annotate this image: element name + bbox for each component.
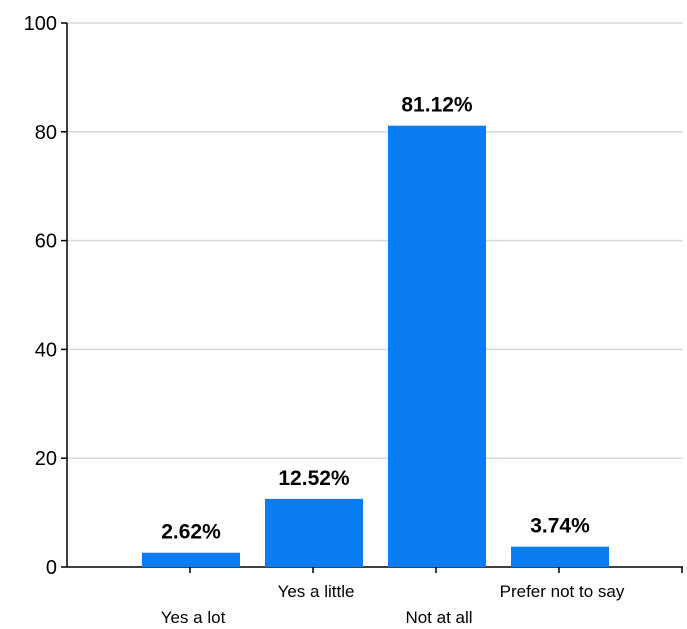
x-category-label: Not at all: [405, 608, 472, 627]
y-tick-label: 20: [35, 448, 57, 470]
bar: [388, 125, 486, 567]
y-tick-label: 80: [35, 122, 57, 144]
gridlines: [67, 22, 683, 459]
bar-value-label: 12.52%: [278, 467, 350, 490]
y-tick-label: 0: [46, 557, 57, 579]
y-tick-label: 60: [35, 231, 57, 253]
axes: [61, 22, 683, 573]
bar-value-label: 2.62%: [161, 521, 221, 544]
x-category-label: Yes a lot: [161, 608, 226, 627]
bar: [265, 498, 363, 567]
x-category-label: Yes a little: [278, 582, 355, 601]
x-category-label: Prefer not to say: [500, 582, 625, 601]
bar-value-label: 81.12%: [401, 94, 473, 117]
bar: [511, 546, 609, 567]
y-tick-label: 40: [35, 339, 57, 361]
bar: [142, 552, 240, 567]
y-tick-label: 100: [24, 13, 57, 35]
bars: [142, 125, 609, 567]
labels: 0 20 40 60 80 100 2.62% Yes a lot 12.52% Yes a li…: [24, 13, 625, 627]
bar-value-label: 3.74%: [530, 515, 590, 538]
